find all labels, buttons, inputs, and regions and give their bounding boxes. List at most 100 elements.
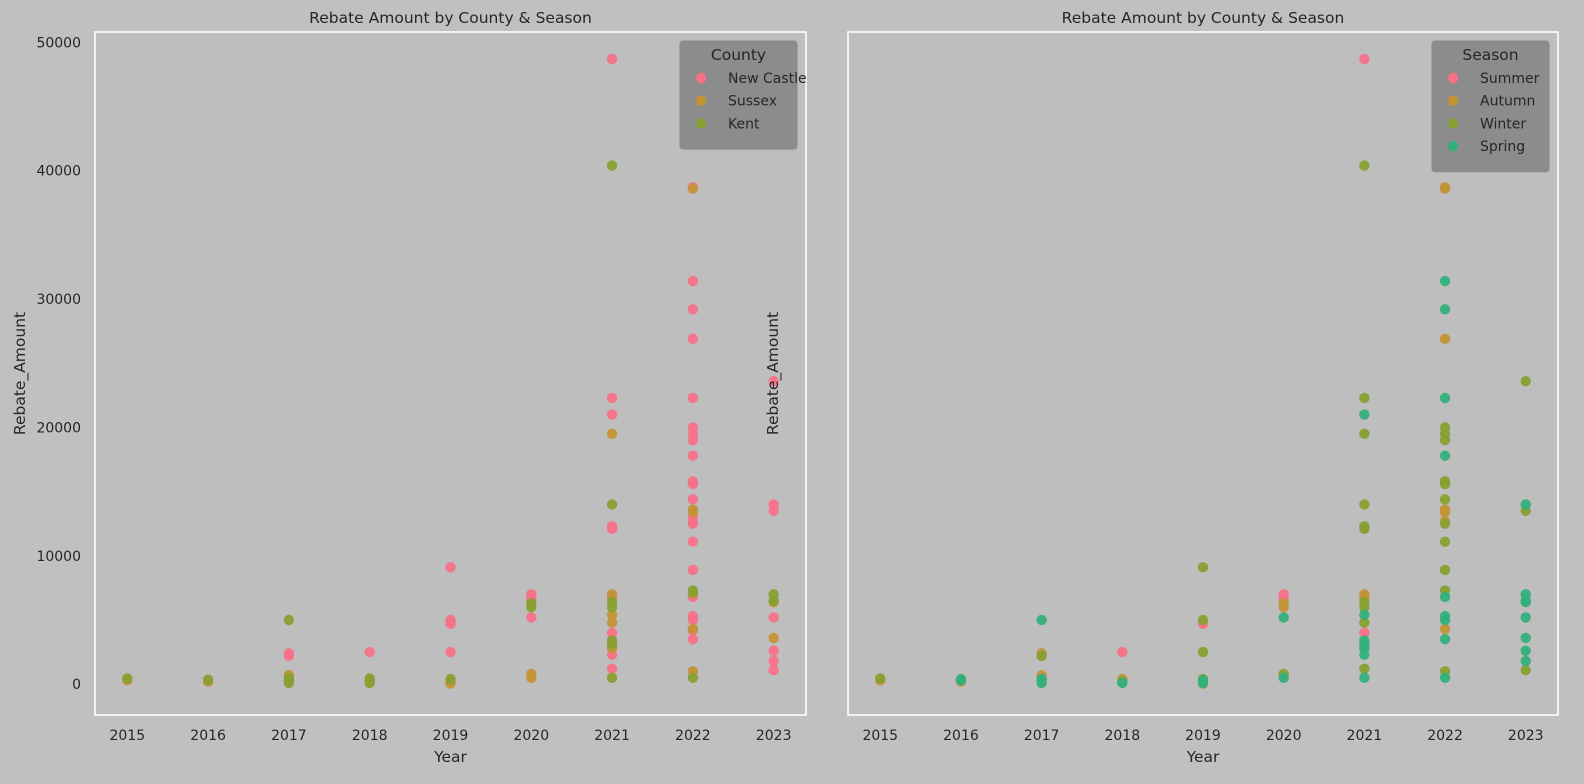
data-point (768, 505, 779, 517)
data-point (606, 160, 618, 171)
data-point (1439, 634, 1451, 645)
y-tick-label: 40000 (36, 164, 81, 180)
x-tick-label: 2023 (1508, 728, 1544, 744)
y-tick-label: 10000 (36, 549, 81, 565)
data-point (768, 612, 779, 623)
legend: County New Castle Sussex Kent (679, 40, 807, 150)
data-point (1439, 183, 1451, 194)
data-point (122, 673, 133, 684)
data-point (687, 304, 699, 315)
data-point (1520, 664, 1531, 676)
data-point (606, 639, 618, 650)
legend-label: Autumn (1480, 94, 1535, 110)
data-point (1197, 677, 1209, 689)
data-point (1439, 494, 1451, 505)
chart-panel-1: Rebate Amount by County & Season Year Reba… (11, 9, 807, 766)
data-point (526, 672, 537, 683)
data-point (364, 646, 375, 658)
data-point (1359, 409, 1370, 420)
data-point (1359, 160, 1370, 171)
x-tick-label: 2015 (862, 728, 898, 744)
data-point (1359, 609, 1370, 621)
data-point (606, 409, 618, 420)
data-point (1520, 596, 1531, 608)
x-tick-label: 2017 (271, 728, 307, 744)
data-point (526, 601, 537, 613)
x-tick-label: 2021 (1347, 728, 1383, 744)
data-point (606, 392, 618, 404)
y-tick-label: 50000 (36, 35, 81, 51)
chart-title: Rebate Amount by County & Season (309, 9, 592, 27)
data-point (606, 523, 618, 535)
data-point (1439, 435, 1451, 446)
data-point (283, 614, 295, 626)
data-point (1439, 333, 1451, 345)
data-point (1117, 646, 1128, 658)
y-tick-label: 20000 (36, 420, 81, 436)
data-point (1117, 677, 1128, 689)
data-point (687, 435, 699, 446)
data-point (768, 664, 779, 676)
data-point (1359, 663, 1370, 674)
legend-marker (1447, 72, 1459, 84)
legend-marker (695, 95, 707, 106)
data-point (1359, 499, 1370, 510)
data-point (202, 674, 214, 685)
data-point (1359, 523, 1370, 535)
series-new-castle (283, 53, 779, 676)
data-point (687, 494, 699, 505)
data-point (283, 677, 295, 689)
y-axis-label: Rebate_Amount (11, 312, 30, 435)
x-axis-label: Year (1186, 748, 1220, 766)
legend: Season Summer Autumn Winter Spring (1431, 40, 1550, 173)
data-point (1197, 646, 1209, 658)
x-tick-label: 2018 (1104, 728, 1140, 744)
data-point (875, 673, 886, 684)
legend-label: Winter (1480, 116, 1526, 132)
data-point (606, 53, 618, 65)
data-point (1359, 672, 1370, 683)
x-axis-label: Year (433, 748, 467, 766)
data-point (1520, 632, 1531, 644)
data-point (687, 634, 699, 645)
data-point (1439, 450, 1451, 461)
data-point (768, 376, 779, 387)
legend-marker (1447, 118, 1459, 129)
data-point (1439, 614, 1451, 626)
data-point (1439, 591, 1451, 603)
legend-marker (1447, 140, 1459, 152)
legend-marker (1447, 95, 1459, 106)
data-point (606, 627, 618, 639)
data-point (1036, 650, 1047, 662)
legend-box (679, 40, 798, 150)
chart-title: Rebate Amount by County & Season (1062, 9, 1345, 27)
legend-label: New Castle (728, 71, 807, 87)
data-point (687, 564, 699, 576)
data-point (687, 333, 699, 345)
x-tick-label: 2017 (1024, 728, 1060, 744)
y-axis-label: Rebate_Amount (764, 312, 783, 435)
data-point (606, 617, 618, 628)
data-point (1520, 376, 1531, 387)
legend-label: Spring (1480, 139, 1525, 155)
data-point (1359, 53, 1370, 65)
data-point (1359, 392, 1370, 404)
data-point (1439, 304, 1451, 315)
data-point (955, 675, 967, 686)
x-tick-label: 2022 (1427, 728, 1463, 744)
data-point (1278, 672, 1289, 683)
data-point (687, 450, 699, 461)
data-point (687, 506, 699, 518)
data-point (1439, 275, 1451, 287)
data-point (687, 518, 699, 529)
data-point (1036, 677, 1047, 689)
data-point (606, 663, 618, 674)
data-point (445, 673, 456, 685)
data-point (445, 562, 456, 573)
data-point (768, 595, 779, 606)
x-tick-label: 2022 (675, 728, 711, 744)
x-tick-label: 2015 (109, 728, 145, 744)
data-point (1359, 627, 1370, 639)
data-point (1359, 428, 1370, 440)
data-point (606, 601, 618, 613)
